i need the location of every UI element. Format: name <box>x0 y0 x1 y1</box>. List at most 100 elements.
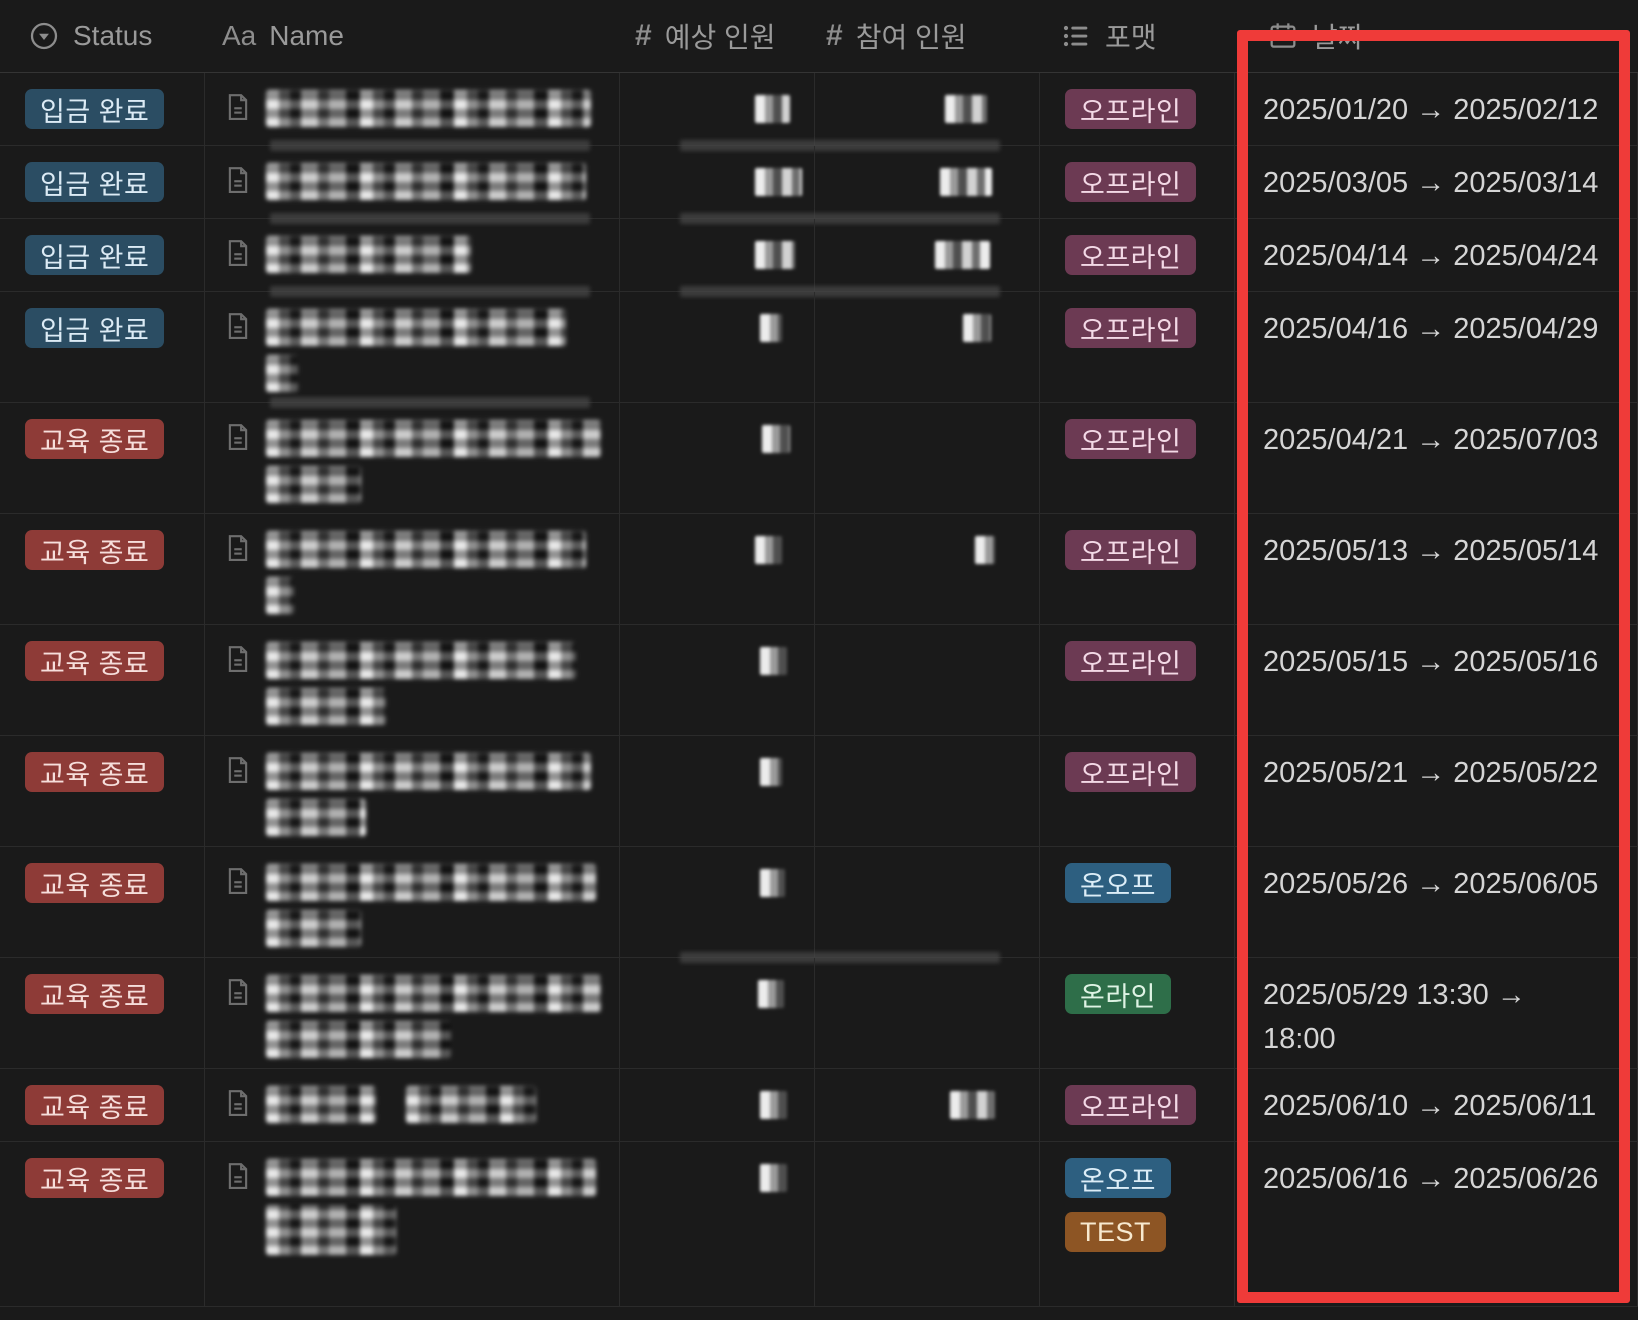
name-cell[interactable] <box>205 736 620 846</box>
status-cell[interactable]: 교육 종료 <box>0 514 205 624</box>
date-cell[interactable]: 2025/05/15 → 2025/05/16 <box>1235 625 1638 735</box>
name-cell[interactable] <box>205 219 620 291</box>
status-badge: 교육 종료 <box>25 641 165 681</box>
name-cell[interactable] <box>205 514 620 624</box>
date-cell[interactable]: 2025/03/05 → 2025/03/14 <box>1235 146 1638 218</box>
column-header-status[interactable]: Status <box>0 0 205 72</box>
expected-cell[interactable] <box>620 958 815 1068</box>
date-cell[interactable]: 2025/01/20 → 2025/02/12 <box>1235 73 1638 145</box>
date-cell[interactable]: 2025/04/21 → 2025/07/03 <box>1235 403 1638 513</box>
redacted-name <box>266 531 586 614</box>
joined-cell[interactable] <box>815 1069 1040 1141</box>
expected-cell[interactable] <box>620 292 815 402</box>
date-cell[interactable]: 2025/06/16 → 2025/06/26 <box>1235 1142 1638 1306</box>
expected-cell[interactable] <box>620 514 815 624</box>
format-badge: TEST <box>1065 1212 1167 1252</box>
format-cell[interactable]: 오프라인 <box>1040 219 1235 291</box>
name-cell[interactable] <box>205 73 620 145</box>
redacted-text-block <box>266 163 586 200</box>
name-cell[interactable] <box>205 1142 620 1306</box>
name-cell[interactable] <box>205 292 620 402</box>
date-cell[interactable]: 2025/05/26 → 2025/06/05 <box>1235 847 1638 957</box>
joined-cell[interactable] <box>815 1142 1040 1306</box>
redacted-text-block <box>266 355 298 392</box>
status-cell[interactable]: 교육 종료 <box>0 736 205 846</box>
format-cell[interactable]: 오프라인 <box>1040 403 1235 513</box>
redacted-name <box>266 642 576 725</box>
date-range-text: 2025/01/20 → 2025/02/12 <box>1263 94 1599 126</box>
joined-cell[interactable] <box>815 146 1040 218</box>
status-cell[interactable]: 입금 완료 <box>0 73 205 145</box>
expected-cell[interactable] <box>620 1142 815 1306</box>
joined-cell[interactable] <box>815 625 1040 735</box>
date-cell[interactable]: 2025/05/13 → 2025/05/14 <box>1235 514 1638 624</box>
joined-cell[interactable] <box>815 736 1040 846</box>
column-header-label: 날짜 <box>1312 22 1364 53</box>
format-cell[interactable]: 온오프 TEST <box>1040 1142 1235 1306</box>
format-cell[interactable]: 오프라인 <box>1040 292 1235 402</box>
redacted-text-block <box>266 236 471 273</box>
expected-cell[interactable] <box>620 73 815 145</box>
status-cell[interactable]: 교육 종료 <box>0 1069 205 1141</box>
status-cell[interactable]: 교육 종료 <box>0 625 205 735</box>
status-cell[interactable]: 교육 종료 <box>0 1142 205 1306</box>
expected-cell[interactable] <box>620 736 815 846</box>
name-cell[interactable] <box>205 625 620 735</box>
column-header-joined[interactable]: # 참여 인원 <box>815 0 1040 72</box>
format-cell[interactable]: 오프라인 <box>1040 625 1235 735</box>
joined-cell[interactable] <box>815 403 1040 513</box>
format-cell[interactable]: 온오프 <box>1040 847 1235 957</box>
format-badge: 오프라인 <box>1065 89 1197 129</box>
expected-cell[interactable] <box>620 1069 815 1141</box>
format-badge: 오프라인 <box>1065 641 1197 681</box>
expected-cell[interactable] <box>620 403 815 513</box>
status-cell[interactable]: 교육 종료 <box>0 403 205 513</box>
column-header-expected[interactable]: # 예상 인원 <box>620 0 815 72</box>
column-header-name[interactable]: Aa Name <box>205 0 620 72</box>
status-cell[interactable]: 교육 종료 <box>0 847 205 957</box>
format-cell[interactable]: 오프라인 <box>1040 736 1235 846</box>
date-cell[interactable]: 2025/05/29 13:30 → 18:00 <box>1235 958 1638 1068</box>
name-cell[interactable] <box>205 1069 620 1141</box>
joined-cell[interactable] <box>815 958 1040 1068</box>
format-cell[interactable]: 오프라인 <box>1040 1069 1235 1141</box>
format-cell[interactable]: 온라인 <box>1040 958 1235 1068</box>
status-badge: 교육 종료 <box>25 1158 165 1198</box>
redacted-text-block <box>266 1205 396 1255</box>
date-cell[interactable]: 2025/04/16 → 2025/04/29 <box>1235 292 1638 402</box>
column-header-date[interactable]: 날짜 <box>1235 0 1638 72</box>
name-cell[interactable] <box>205 847 620 957</box>
calendar-icon <box>1267 20 1299 52</box>
name-cell[interactable] <box>205 958 620 1068</box>
name-cell[interactable] <box>205 146 620 218</box>
date-cell[interactable]: 2025/06/10 → 2025/06/11 <box>1235 1069 1638 1141</box>
column-header-format[interactable]: 포맷 <box>1040 0 1235 72</box>
format-cell[interactable]: 오프라인 <box>1040 73 1235 145</box>
expected-cell[interactable] <box>620 625 815 735</box>
table-row: 입금 완료 오프라인 2025/04/14 → 2025/04/24 <box>0 219 1638 297</box>
page-icon <box>223 644 253 679</box>
joined-cell[interactable] <box>815 514 1040 624</box>
joined-cell[interactable] <box>815 847 1040 957</box>
expected-cell[interactable] <box>620 847 815 957</box>
format-badge: 오프라인 <box>1065 235 1197 275</box>
format-cell[interactable]: 오프라인 <box>1040 514 1235 624</box>
status-cell[interactable]: 입금 완료 <box>0 292 205 402</box>
redacted-number-blob <box>760 1091 787 1119</box>
joined-cell[interactable] <box>815 219 1040 291</box>
joined-cell[interactable] <box>815 292 1040 402</box>
joined-cell[interactable] <box>815 73 1040 145</box>
expected-cell[interactable] <box>620 219 815 291</box>
format-cell[interactable]: 오프라인 <box>1040 146 1235 218</box>
date-cell[interactable]: 2025/05/21 → 2025/05/22 <box>1235 736 1638 846</box>
date-cell[interactable]: 2025/04/14 → 2025/04/24 <box>1235 219 1638 291</box>
page-icon <box>223 866 253 901</box>
expected-cell[interactable] <box>620 146 815 218</box>
status-cell[interactable]: 교육 종료 <box>0 958 205 1068</box>
redacted-name-line <box>266 642 576 679</box>
redacted-name <box>266 420 601 503</box>
name-cell[interactable] <box>205 403 620 513</box>
blur-artifact-bar <box>680 140 1000 151</box>
status-cell[interactable]: 입금 완료 <box>0 146 205 218</box>
status-cell[interactable]: 입금 완료 <box>0 219 205 291</box>
